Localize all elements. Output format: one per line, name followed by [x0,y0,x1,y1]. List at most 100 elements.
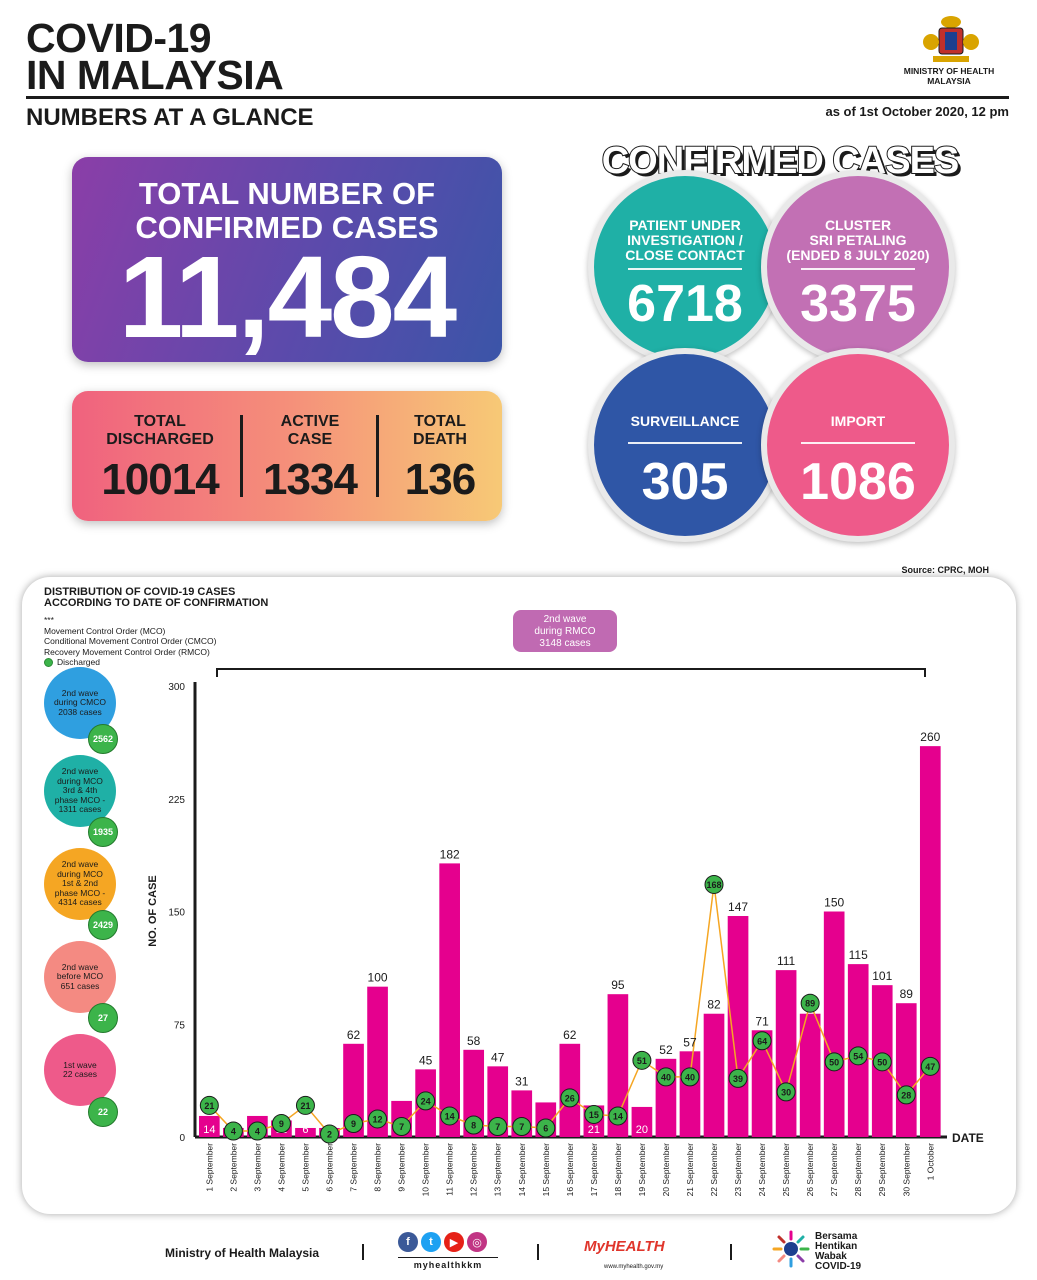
x-tick-label: 10 September [421,1143,431,1197]
x-tick-label: 29 September [877,1143,887,1197]
x-tick-label: 14 September [517,1143,527,1197]
legend-item: Movement Control Order (MCO) [44,625,166,636]
x-tick-label: 7 September [349,1143,359,1192]
stat-active-label: ACTIVE CASE [280,413,340,448]
discharged-point [223,1121,243,1141]
bubble-divider [628,442,742,444]
bubble-label: PATIENT UNDER INVESTIGATION / CLOSE CONT… [625,217,745,263]
discharged-value-label: 89 [805,999,815,1009]
stat-death: TOTAL DEATH 136 [384,413,496,505]
y-tick-label: 300 [168,682,185,693]
discharged-value-label: 50 [829,1057,839,1067]
x-tick-label: 21 September [685,1143,695,1197]
bar [823,911,845,1137]
discharged-value-label: 54 [853,1051,863,1061]
total-confirmed-card: TOTAL NUMBER OF CONFIRMED CASES 11,484 [72,157,502,362]
discharged-value-label: 15 [589,1110,599,1120]
side-wave-before-mco: 2nd wave before MCO 651 cases [44,941,116,1013]
discharged-point [560,1088,580,1108]
bar [775,970,797,1137]
bar-value-label: 147 [728,900,748,914]
x-tick-label: 2 September [228,1143,238,1192]
bar [919,746,941,1137]
footer: Ministry of Health Malaysia f t ▶ ◎ myhe… [0,1226,1037,1280]
discharged-point [824,1052,844,1072]
bubble-cluster-sri-petaling: CLUSTER SRI PETALING (ENDED 8 JULY 2020)… [761,170,955,364]
x-tick-label: 6 September [324,1143,334,1192]
discharged-value-label: 64 [757,1036,767,1046]
legend-item: Recovery Movement Control Order (RMCO) [44,646,210,657]
page-subtitle: NUMBERS AT A GLANCE [26,104,314,131]
bar-value-label: 115 [849,948,868,962]
discharged-point [584,1104,604,1124]
x-axis-label: DATE [952,1131,984,1145]
bubble-divider [801,268,915,270]
discharged-value-label: 7 [519,1122,524,1132]
discharged-point [488,1116,508,1136]
discharged-value-label: 21 [300,1101,310,1111]
social-handle: myhealthkkm [398,1257,498,1270]
legend-stars: *** [44,615,54,625]
y-tick-label: 150 [168,908,185,919]
chart-title: DISTRIBUTION OF COVID-19 CASES ACCORDING… [44,586,269,609]
discharged-value-label: 28 [901,1090,911,1100]
social-icons: f t ▶ ◎ [398,1232,487,1252]
ministry-name: MINISTRY OF HEALTH MALAYSIA [903,66,995,86]
bar [895,1003,917,1137]
discharged-point [872,1052,892,1072]
facebook-icon[interactable]: f [398,1232,418,1252]
bar-value-label: 57 [683,1035,697,1049]
stat-divider [240,415,243,497]
bubble-value: 6718 [627,275,743,333]
bar-value-label: 20 [636,1124,648,1136]
x-tick-label: 24 September [757,1143,767,1197]
distribution-chart-card: DISTRIBUTION OF COVID-19 CASES ACCORDING… [22,577,1016,1214]
discharged-value-label: 21 [204,1101,214,1111]
discharged-value-label: 30 [781,1087,791,1097]
twitter-icon[interactable]: t [421,1232,441,1252]
source-note: Source: CPRC, MOH [901,565,989,575]
discharged-point [247,1121,267,1141]
discharged-value-label: 12 [373,1114,383,1124]
bubble-value: 1086 [800,453,916,511]
stat-discharged-label: TOTAL DISCHARGED [106,413,214,448]
x-tick-label: 16 September [565,1143,575,1197]
discharged-point [680,1067,700,1087]
bar [199,1115,220,1137]
legend-discharged: Discharged [44,657,216,668]
y-axis-label: NO. OF CASE [147,875,159,947]
discharged-value-label: 40 [661,1072,671,1082]
footer-divider [362,1244,364,1260]
bubble-surveillance: SURVEILLANCE 305 [588,348,782,542]
side-wave-mco-12: 2nd wave during MCO 1st & 2nd phase MCO … [44,848,116,920]
bar-value-label: 21 [588,1124,600,1136]
bar [703,1013,725,1137]
bar-value-label: 62 [563,1028,577,1042]
discharged-point [440,1106,460,1126]
x-tick-label: 27 September [829,1143,839,1197]
bar [343,1043,364,1137]
x-tick-label: 30 September [901,1143,911,1197]
bar-value-label: 260 [920,730,940,744]
youtube-icon[interactable]: ▶ [444,1232,464,1252]
bar-value-label: 100 [368,971,388,985]
x-tick-label: 9 September [397,1143,407,1192]
bubble-divider [801,442,915,444]
coat-of-arms-icon [923,16,979,62]
discharged-value-label: 8 [471,1120,476,1130]
bar-value-label: 150 [824,896,844,910]
discharged-point [344,1113,364,1133]
x-tick-label: 13 September [493,1143,503,1197]
discharged-value-label: 39 [733,1074,743,1084]
discharged-value-label: 26 [565,1093,575,1103]
side-wave-badge: 2429 [88,910,118,940]
instagram-icon[interactable]: ◎ [467,1232,487,1252]
bar-value-label: 58 [467,1034,481,1048]
side-wave-badge: 22 [88,1097,118,1127]
discharged-value-label: 24 [421,1096,431,1106]
stat-discharged-value: 10014 [101,455,219,504]
bar [727,916,749,1137]
x-tick-label: 4 September [276,1143,286,1192]
x-tick-label: 1 October [925,1143,935,1180]
discharged-point [896,1085,916,1105]
